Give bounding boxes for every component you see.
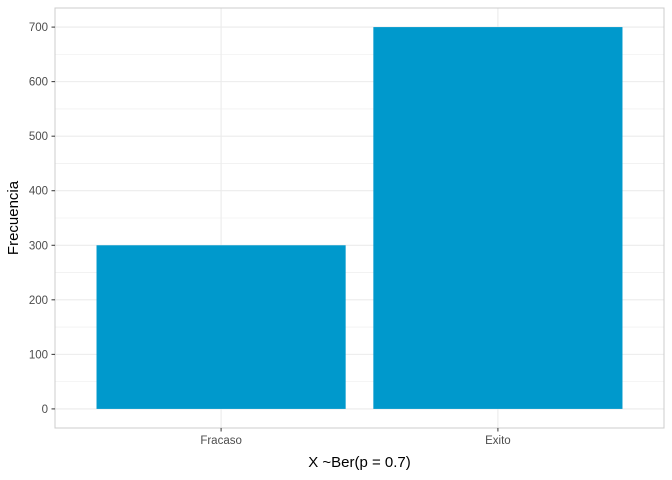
y-tick-label: 200 [29, 295, 48, 307]
bar-exito [373, 27, 623, 409]
y-tick-label: 0 [42, 404, 48, 416]
y-tick-label: 600 [29, 77, 48, 89]
bars-layer [96, 27, 623, 409]
y-tick-label: 300 [29, 240, 48, 252]
y-tick-label: 700 [29, 22, 48, 34]
y-tick-label: 100 [29, 349, 48, 361]
y-axis-title: Frecuencia [5, 180, 22, 255]
x-tick-label: Exito [485, 435, 511, 447]
y-tick-label: 400 [29, 186, 48, 198]
x-axis-title: X ~Ber(p = 0.7) [308, 454, 411, 471]
x-tick-label: Fracaso [200, 435, 242, 447]
panel-border [54, 7, 665, 429]
axis-layer: 0 100 200 300 400 500 600 700 Fracaso Exito [29, 22, 511, 447]
y-tick-label: 500 [29, 131, 48, 143]
bar-fracaso [96, 245, 346, 409]
